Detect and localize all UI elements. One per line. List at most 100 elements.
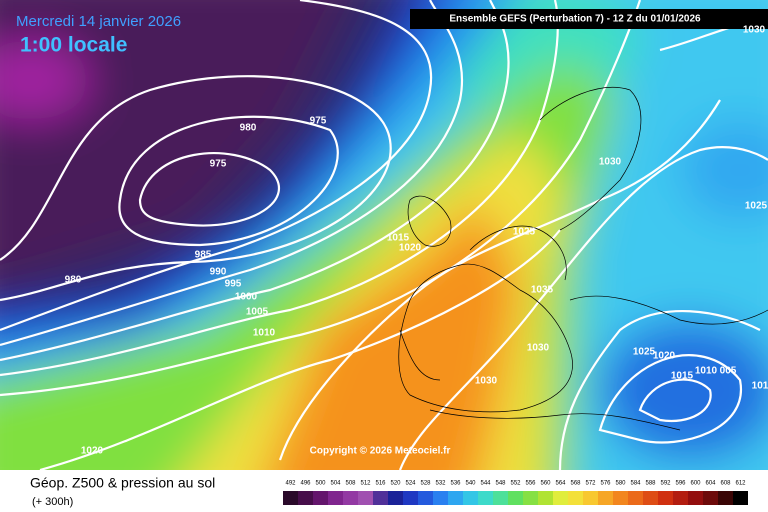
isobar-label: 1000: [235, 292, 258, 303]
scale-swatch: [733, 491, 748, 505]
isobar-label: 1020: [399, 243, 422, 254]
scale-swatch: [493, 491, 508, 505]
isobar-label: 1025: [513, 227, 536, 238]
legend-title: Géop. Z500 & pression au sol: [30, 475, 215, 491]
scale-swatch: [328, 491, 343, 505]
isobar-label: 980: [65, 275, 82, 286]
legend-subtitle: (+ 300h): [32, 496, 73, 508]
isobar-label: 975: [210, 159, 227, 170]
scale-swatch: [538, 491, 553, 505]
coastlines: [398, 86, 768, 431]
scale-swatch: [568, 491, 583, 505]
isobar-label: 980: [240, 123, 257, 134]
scale-swatch: [688, 491, 703, 505]
isobar-label: 1035: [531, 285, 554, 296]
color-scale: 492 496 500 504 508 512 516 520 524 528 532 536 540 5…: [283, 481, 748, 505]
scale-label: 584: [630, 481, 641, 487]
scale-label: 612: [735, 481, 746, 487]
isobar-label: 1030: [475, 376, 498, 387]
scale-label: 528: [420, 481, 431, 487]
scale-swatch: [673, 491, 688, 505]
scale-label: 564: [555, 481, 566, 487]
scale-label: 524: [405, 481, 416, 487]
model-box: [410, 9, 768, 29]
scale-swatch: [613, 491, 628, 505]
scale-swatch: [313, 491, 328, 505]
scale-label: 604: [705, 481, 716, 487]
copyright: Copyright © 2026 Meteociel.fr: [310, 446, 451, 457]
isobar-label: 990: [210, 267, 227, 278]
scale-swatch: [628, 491, 643, 505]
scale-label: 572: [585, 481, 596, 487]
scale-label: 504: [330, 481, 341, 487]
scale-swatch: [433, 491, 448, 505]
scale-label: 516: [375, 481, 386, 487]
scale-swatch: [463, 491, 478, 505]
scale-swatch: [718, 491, 733, 505]
scale-label: 608: [720, 481, 731, 487]
scale-label: 532: [435, 481, 446, 487]
scale-label: 560: [540, 481, 551, 487]
scale-label: 600: [690, 481, 701, 487]
isobar-label: 975: [310, 116, 327, 127]
scale-swatch: [283, 491, 298, 505]
scale-swatch: [448, 491, 463, 505]
map-date: Mercredi 14 janvier 2026: [16, 13, 181, 30]
scale-swatch: [373, 491, 388, 505]
scale-label: 508: [345, 481, 356, 487]
scale-swatch: [358, 491, 373, 505]
scale-swatch: [658, 491, 673, 505]
isobar-label: 1015: [387, 233, 410, 244]
isobar-label: 1025: [745, 201, 768, 212]
scale-label: 492: [285, 481, 296, 487]
isobar-label: 101: [752, 381, 768, 392]
scale-label: 552: [510, 481, 521, 487]
isobar-label: 1020: [81, 446, 104, 457]
scale-label: 500: [315, 481, 326, 487]
isobar-label: 995: [225, 279, 242, 290]
scale-label: 496: [300, 481, 311, 487]
scale-label: 548: [495, 481, 506, 487]
scale-swatch: [388, 491, 403, 505]
isobar-label: 1015: [671, 371, 694, 382]
isobar-lines: [0, 0, 768, 470]
isobar-label: 1010: [695, 366, 718, 377]
scale-label: 588: [645, 481, 656, 487]
scale-label: 596: [675, 481, 686, 487]
scale-swatch: [598, 491, 613, 505]
isobar-label: 1030: [527, 343, 550, 354]
scale-label: 544: [480, 481, 491, 487]
map-time: 1:00 locale: [20, 34, 127, 57]
scale-label: 556: [525, 481, 536, 487]
scale-label: 580: [615, 481, 626, 487]
isobar-label: 985: [195, 250, 212, 261]
model-info: Ensemble GEFS (Perturbation 7) - 12 Z du…: [449, 14, 701, 25]
scale-label: 512: [360, 481, 371, 487]
isobar-label: 1020: [653, 351, 676, 362]
scale-swatch: [418, 491, 433, 505]
scale-swatch: [523, 491, 538, 505]
scale-swatch: [403, 491, 418, 505]
scale-swatch: [343, 491, 358, 505]
scale-swatch: [553, 491, 568, 505]
scale-label: 520: [390, 481, 401, 487]
scale-label: 576: [600, 481, 611, 487]
isobar-label: 005: [720, 366, 737, 377]
isobar-label: 1025: [633, 347, 656, 358]
scale-swatch: [298, 491, 313, 505]
scale-label: 540: [465, 481, 476, 487]
scale-swatch: [703, 491, 718, 505]
scale-swatch: [643, 491, 658, 505]
scale-label: 568: [570, 481, 581, 487]
scale-swatch: [508, 491, 523, 505]
isobar-label: 1030: [599, 157, 622, 168]
scale-swatch: [583, 491, 598, 505]
isobar-label: 1005: [246, 307, 269, 318]
isobar-labels: 9759809759859909951000100510109801015102…: [65, 25, 768, 457]
scale-label: 592: [660, 481, 671, 487]
isobar-label: 1010: [253, 328, 276, 339]
isobar-label: 1030: [743, 25, 766, 36]
